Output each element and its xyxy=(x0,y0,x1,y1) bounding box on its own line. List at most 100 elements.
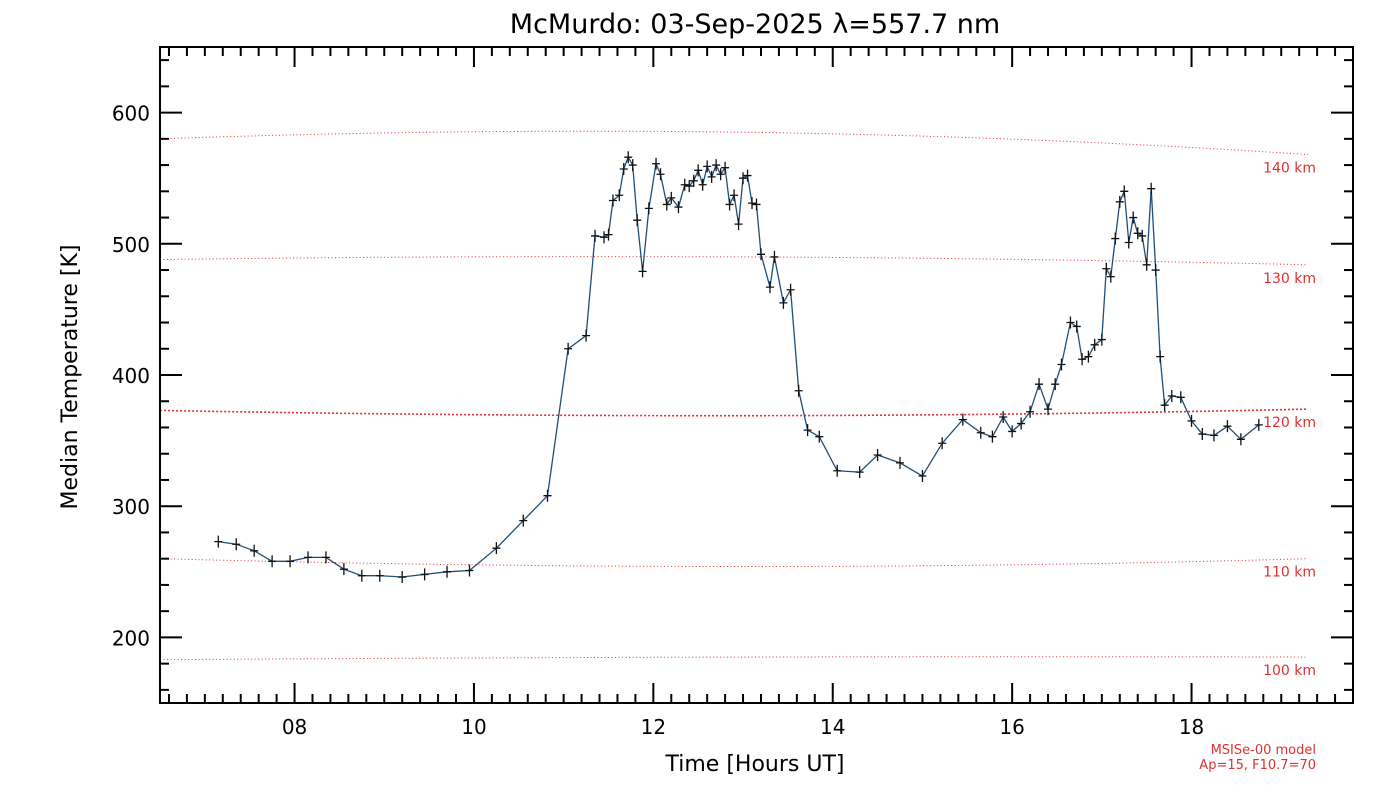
data-point xyxy=(734,218,743,231)
data-point xyxy=(1129,211,1138,224)
data-point xyxy=(1147,182,1156,195)
model-params-note: Ap=15, F10.7=70 xyxy=(1199,758,1316,773)
data-point xyxy=(999,410,1008,423)
data-point xyxy=(1078,353,1087,366)
data-point xyxy=(608,194,617,207)
data-point xyxy=(1236,433,1245,446)
data-point xyxy=(988,430,997,443)
data-point xyxy=(743,169,752,182)
data-point xyxy=(698,178,707,191)
data-point xyxy=(1084,350,1093,363)
data-point xyxy=(268,555,277,568)
data-point xyxy=(600,231,609,244)
data-series xyxy=(214,151,1263,584)
data-point xyxy=(712,159,721,172)
data-point xyxy=(756,248,765,261)
data-point xyxy=(752,198,761,211)
data-point xyxy=(250,544,259,557)
data-point xyxy=(339,563,348,576)
x-tick-label: 12 xyxy=(641,715,666,739)
y-tick-label: 300 xyxy=(112,495,150,519)
reference-line-2 xyxy=(159,408,1309,417)
data-point xyxy=(1138,229,1147,242)
reference-label-2: 120 km xyxy=(1263,415,1316,431)
data-point xyxy=(976,426,985,439)
data-point xyxy=(739,172,748,185)
data-point xyxy=(1142,258,1151,271)
reference-lines: 140 km 130 km 120 km 110 km 100 km xyxy=(159,130,1316,679)
reference-line-1 xyxy=(159,256,1309,266)
data-point xyxy=(591,229,600,242)
data-point xyxy=(748,197,757,210)
data-point xyxy=(1115,195,1124,208)
data-point xyxy=(1120,185,1129,198)
data-point xyxy=(420,568,429,581)
data-point xyxy=(465,564,474,577)
data-point xyxy=(1160,399,1169,412)
data-point xyxy=(685,180,694,193)
data-point xyxy=(1051,378,1060,391)
data-point xyxy=(725,198,734,211)
data-point xyxy=(633,214,642,227)
reference-label-0: 140 km xyxy=(1263,161,1316,177)
data-point xyxy=(1008,425,1017,438)
data-point xyxy=(615,189,624,202)
data-point xyxy=(628,159,637,172)
data-point xyxy=(1035,378,1044,391)
data-point xyxy=(1133,227,1142,240)
data-point xyxy=(674,201,683,214)
data-point xyxy=(1167,389,1176,402)
data-point xyxy=(703,160,712,173)
data-point xyxy=(680,178,689,191)
data-point xyxy=(519,514,528,527)
plot-frame xyxy=(159,46,1354,704)
data-point xyxy=(1097,333,1106,346)
data-point xyxy=(958,413,967,426)
data-point xyxy=(604,228,613,241)
data-point xyxy=(232,538,241,551)
data-point xyxy=(770,250,779,263)
chart-title: McMurdo: 03-Sep-2025 λ=557.7 nm xyxy=(510,9,1000,40)
data-point xyxy=(1151,264,1160,277)
data-point xyxy=(286,555,295,568)
data-point xyxy=(1057,358,1066,371)
data-point xyxy=(1254,418,1263,431)
x-axis-label: Time [Hours UT] xyxy=(665,752,845,777)
y-tick-label: 600 xyxy=(112,102,150,126)
data-point xyxy=(721,161,730,174)
y-axis-label: Median Temperature [K] xyxy=(58,245,83,510)
data-point xyxy=(689,174,698,187)
data-point xyxy=(582,329,591,342)
data-point xyxy=(1026,405,1035,418)
x-tick-label: 10 xyxy=(461,715,486,739)
data-point xyxy=(873,449,882,462)
data-point xyxy=(492,542,501,555)
data-point xyxy=(1198,428,1207,441)
data-point xyxy=(1072,320,1081,333)
data-point xyxy=(794,384,803,397)
x-tick-label: 14 xyxy=(820,715,845,739)
y-tick-label: 200 xyxy=(112,626,150,650)
data-point xyxy=(918,470,927,483)
data-point xyxy=(619,163,628,176)
data-point xyxy=(938,437,947,450)
reference-line-0 xyxy=(159,130,1309,156)
data-point xyxy=(375,569,384,582)
data-point xyxy=(564,342,573,355)
x-tick-label: 18 xyxy=(1179,715,1204,739)
data-point xyxy=(667,191,676,204)
data-point xyxy=(833,464,842,477)
data-point xyxy=(357,569,366,582)
data-point xyxy=(815,430,824,443)
data-point xyxy=(644,202,653,215)
data-point xyxy=(1102,262,1111,275)
reference-label-1: 130 km xyxy=(1263,271,1316,287)
reference-label-3: 110 km xyxy=(1263,565,1316,581)
data-point xyxy=(803,424,812,437)
tick-labels: 08 10 12 14 16 18 200 300 400 500 600 xyxy=(112,102,1204,739)
data-point xyxy=(1223,420,1232,433)
data-point xyxy=(1090,338,1099,351)
data-point xyxy=(1187,414,1196,427)
data-point xyxy=(786,283,795,296)
reference-line-4 xyxy=(159,656,1309,661)
